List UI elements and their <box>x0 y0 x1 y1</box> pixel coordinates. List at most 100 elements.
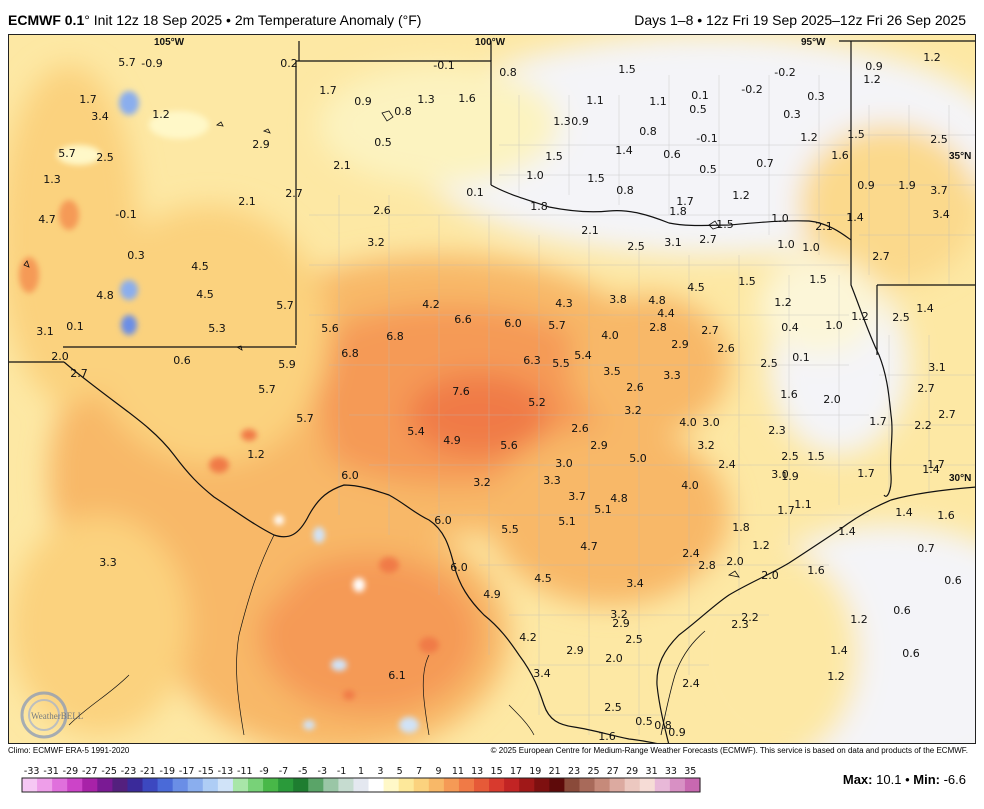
temperature-anomaly-map[interactable]: 105°W 100°W 95°W 35°N 30°N 5.7 -0.9 0.2 -0.… <box>8 34 976 744</box>
anomaly-label: 1.8 <box>530 200 548 213</box>
legend-swatch <box>52 778 68 792</box>
anomaly-label: 2.3 <box>731 618 749 631</box>
anomaly-label: 2.1 <box>333 159 351 172</box>
anomaly-label: 3.0 <box>702 416 720 429</box>
anomaly-label: 6.0 <box>434 514 452 527</box>
anomaly-label: 1.0 <box>777 238 795 251</box>
anomaly-label: 4.2 <box>519 631 537 644</box>
legend-tick-label: 25 <box>587 766 599 777</box>
anomaly-label: 2.7 <box>699 233 717 246</box>
legend-swatch <box>323 778 339 792</box>
anomaly-label: 1.7 <box>857 467 875 480</box>
anomaly-label: 1.8 <box>669 205 687 218</box>
anomaly-label: 6.0 <box>504 317 522 330</box>
legend-tick-label: -11 <box>237 766 253 777</box>
anomaly-label: 0.3 <box>783 108 801 121</box>
anomaly-label: 2.9 <box>590 439 608 452</box>
chart-title: ECMWF 0.1° Init 12z 18 Sep 2025 • 2m Tem… <box>8 12 421 28</box>
legend-swatch <box>443 778 460 792</box>
anomaly-label: 4.8 <box>96 289 114 302</box>
anomaly-label: 1.3 <box>553 115 571 128</box>
legend-swatch <box>684 778 701 792</box>
anomaly-label: 3.1 <box>36 325 54 338</box>
anomaly-label: 2.7 <box>872 250 890 263</box>
anomaly-label: 2.7 <box>285 187 303 200</box>
anomaly-label: 1.8 <box>732 521 750 534</box>
legend-tick-label: -1 <box>337 766 346 777</box>
anomaly-label: 0.7 <box>756 157 774 170</box>
anomaly-label: 2.1 <box>238 195 256 208</box>
anomaly-label: 2.2 <box>741 611 759 624</box>
anomaly-label: 1.5 <box>809 273 827 286</box>
anomaly-label: 4.8 <box>648 294 666 307</box>
anomaly-label: 1.0 <box>771 212 789 225</box>
legend-swatch <box>353 778 370 792</box>
anomaly-label: 4.3 <box>555 297 573 310</box>
anomaly-label: 4.9 <box>483 588 501 601</box>
anomaly-label: 0.8 <box>499 66 517 79</box>
anomaly-label: 1.5 <box>847 128 865 141</box>
max-value: 10.1 <box>876 772 902 787</box>
anomaly-label: 7.6 <box>452 385 470 398</box>
legend-swatch <box>504 778 520 792</box>
lat-30-label: 30°N <box>949 473 971 484</box>
legend-swatch <box>428 778 445 792</box>
anomaly-label: 2.9 <box>671 338 689 351</box>
anomaly-label: 2.1 <box>815 220 833 233</box>
anomaly-label: 4.5 <box>687 281 705 294</box>
anomaly-label: 5.6 <box>500 439 518 452</box>
legend-swatch <box>338 778 355 792</box>
anomaly-label: 1.2 <box>247 448 265 461</box>
anomaly-label: 2.8 <box>698 559 716 572</box>
anomaly-label: 1.2 <box>752 539 770 552</box>
legend-swatch <box>368 778 385 792</box>
legend-frame <box>21 777 701 793</box>
lon-95-label: 95°W <box>801 37 826 48</box>
anomaly-label: 1.3 <box>43 173 61 186</box>
anomaly-label: 4.9 <box>443 434 461 447</box>
anomaly-label: 0.5 <box>374 136 392 149</box>
legend-tick-label: -17 <box>179 766 195 777</box>
anomaly-label: 2.1 <box>581 224 599 237</box>
anomaly-label: 3.4 <box>626 577 644 590</box>
legend-tick-label: -31 <box>43 766 59 777</box>
legend-tick-label: -25 <box>101 766 117 777</box>
legend-tick-label: 9 <box>435 766 441 777</box>
legend-tick-label: -15 <box>198 766 214 777</box>
legend-swatch <box>127 778 144 792</box>
map-canvas: 105°W 100°W 95°W 35°N 30°N 5.7 -0.9 0.2 -0.… <box>9 35 975 743</box>
legend-tick-label: 23 <box>568 766 580 777</box>
anomaly-label: 2.5 <box>781 450 799 463</box>
anomaly-label: 5.6 <box>321 322 339 335</box>
anomaly-label: 0.7 <box>917 542 935 555</box>
weatherbell-logo: WeatherBELL <box>20 691 83 739</box>
anomaly-label: 5.7 <box>296 412 314 425</box>
legend-tick-label: 33 <box>665 766 677 777</box>
anomaly-label: 5.1 <box>594 503 612 516</box>
anomaly-label: 3.2 <box>367 236 385 249</box>
legend-swatch <box>564 778 581 792</box>
anomaly-label: 1.4 <box>922 463 940 476</box>
legend-tick-label: -29 <box>63 766 79 777</box>
legend-swatch <box>669 778 686 792</box>
anomaly-label: 2.5 <box>625 633 643 646</box>
anomaly-label: 1.4 <box>895 506 913 519</box>
legend-swatch <box>624 778 641 792</box>
legend-tick-label: 7 <box>416 766 422 777</box>
legend-tick-label: 1 <box>358 766 364 777</box>
legend-swatch <box>519 778 535 792</box>
anomaly-label: 5.7 <box>258 383 276 396</box>
anomaly-label: 3.0 <box>771 468 789 481</box>
anomaly-label: 5.5 <box>552 357 570 370</box>
anomaly-label: 1.2 <box>774 296 792 309</box>
anomaly-label: 2.6 <box>626 381 644 394</box>
anomaly-label: 5.5 <box>501 523 519 536</box>
anomaly-label: 1.6 <box>780 388 798 401</box>
anomaly-label: 4.0 <box>601 329 619 342</box>
anomaly-label: 1.4 <box>846 211 864 224</box>
anomaly-label: 2.4 <box>682 547 700 560</box>
anomaly-label: 5.1 <box>558 515 576 528</box>
legend-swatch <box>293 778 309 792</box>
legend-swatch <box>22 778 38 792</box>
legend-swatch <box>383 778 400 792</box>
